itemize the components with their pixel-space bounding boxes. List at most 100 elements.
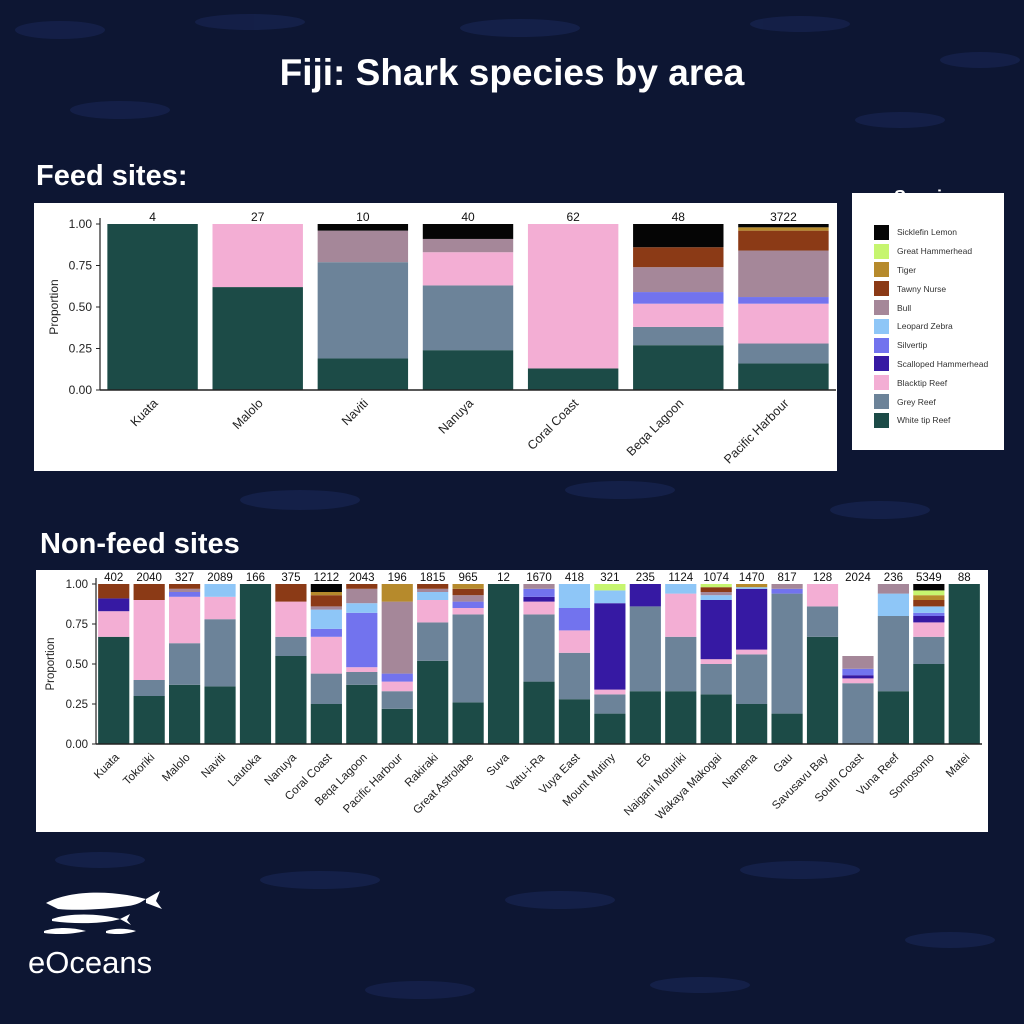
legend-swatch: [874, 356, 889, 372]
bar-segment: [700, 587, 732, 592]
legend-item: Blacktip Reef: [852, 373, 1004, 392]
legend-item: Silvertip: [852, 336, 1004, 355]
bar-stack: [204, 584, 236, 744]
bar-segment: [98, 584, 130, 599]
bar-stack: [422, 224, 514, 390]
x-tick-label: Great Astrolabe: [411, 752, 476, 817]
legend-items: Sicklefin Lemon Great Hammerhead Tiger Tawn…: [852, 223, 1004, 430]
bar-segment: [558, 652, 591, 700]
x-tick-label: Suva: [485, 751, 512, 778]
bar-segment: [842, 678, 874, 684]
bar-segment: [629, 691, 661, 744]
x-tick-label: Naviti: [339, 396, 371, 428]
bar-segment: [736, 584, 768, 588]
bar-segment: [169, 596, 201, 644]
bar-stack: [98, 584, 130, 744]
x-tick-label: Kuata: [128, 396, 161, 429]
bar-segment: [806, 584, 839, 607]
legend-item: Bull: [852, 298, 1004, 317]
bar-segment: [346, 667, 378, 672]
bar-segment: [738, 230, 829, 251]
bar-segment: [417, 592, 449, 600]
bar-segment: [317, 224, 409, 231]
y-tick-label: 1.00: [69, 217, 93, 231]
bar-segment: [417, 600, 449, 623]
bar-segment: [381, 584, 413, 602]
bar-stack: [212, 224, 303, 390]
bar-segment: [842, 656, 874, 669]
x-tick-label: Malolo: [160, 752, 192, 784]
bar-segment: [417, 660, 449, 744]
legend-label: Silvertip: [897, 340, 928, 351]
y-tick-label: 0.00: [66, 739, 88, 751]
bar-segment: [422, 238, 514, 253]
bar-segment: [700, 694, 732, 744]
legend-swatch: [874, 243, 889, 259]
x-tick-label: Naviti: [199, 752, 228, 781]
legend-label: Great Hammerhead: [897, 246, 973, 257]
bar-segment: [913, 636, 945, 664]
bar-segment: [275, 601, 307, 637]
bar-stack: [948, 584, 980, 744]
bar-segment: [738, 297, 829, 304]
legend-swatch: [874, 394, 889, 410]
bar-segment: [700, 664, 732, 695]
bar-stack: [487, 584, 520, 744]
bar-segment: [422, 224, 514, 239]
bar-total-label: 327: [175, 572, 194, 584]
bar-total-label: 2043: [349, 572, 375, 584]
bar-stack: [771, 584, 803, 744]
bar-segment: [417, 622, 449, 661]
nonfeed-sites-chart-panel: 0.00 0.25 0.50 0.75 1.00 Proportion 402 Kuata 20…: [36, 570, 988, 832]
bar-total-label: 236: [884, 572, 903, 584]
bar-segment: [523, 681, 555, 744]
bar-segment: [913, 595, 945, 600]
feed-sites-chart-panel: 0.00 0.25 0.50 0.75 1.00 Proportion 4 Kuata 27 Ma…: [34, 203, 837, 471]
bar-segment: [771, 584, 803, 589]
bar-segment: [736, 588, 768, 650]
bar-stack: [452, 584, 484, 744]
bar-segment: [523, 601, 555, 615]
bar-total-label: 3722: [770, 210, 797, 224]
bar-segment: [738, 303, 829, 344]
bar-segment: [558, 630, 591, 653]
bar-segment: [700, 659, 732, 664]
bar-segment: [913, 616, 945, 623]
bar-segment: [594, 689, 626, 695]
bar-segment: [204, 596, 236, 620]
bar-total-label: 1670: [526, 572, 552, 584]
bar-segment: [523, 596, 555, 602]
bar-segment: [527, 224, 619, 369]
bar-segment: [842, 668, 874, 676]
bar-segment: [107, 224, 198, 390]
bar-segment: [204, 686, 236, 744]
bar-segment: [310, 595, 342, 607]
bar-segment: [212, 287, 303, 390]
legend-item: Tawny Nurse: [852, 279, 1004, 298]
bar-segment: [877, 584, 909, 594]
bar-segment: [98, 598, 130, 612]
legend-item: Leopard Zebra: [852, 317, 1004, 336]
bar-segment: [98, 636, 130, 744]
x-tick-label: Wakaya Makogai: [654, 752, 725, 823]
y-tick-label: 1.00: [66, 579, 88, 591]
bar-stack: [700, 584, 732, 744]
bar-segment: [346, 612, 378, 668]
brand-name: eOceans: [28, 945, 153, 980]
bar-segment: [346, 584, 378, 589]
bar-segment: [633, 224, 724, 248]
legend-swatch: [874, 224, 889, 240]
bar-segment: [700, 600, 732, 660]
legend-item: Great Hammerhead: [852, 242, 1004, 261]
legend-item: Sicklefin Lemon: [852, 223, 1004, 242]
bar-segment: [665, 691, 697, 744]
bar-stack: [317, 224, 409, 390]
bar-stack: [239, 584, 272, 744]
bar-total-label: 12: [497, 572, 510, 584]
bar-segment: [913, 600, 945, 607]
bar-segment: [736, 654, 768, 704]
bar-segment: [417, 584, 449, 589]
bar-segment: [665, 584, 697, 594]
bar-total-label: 4: [149, 210, 156, 224]
bar-total-label: 1212: [314, 572, 340, 584]
